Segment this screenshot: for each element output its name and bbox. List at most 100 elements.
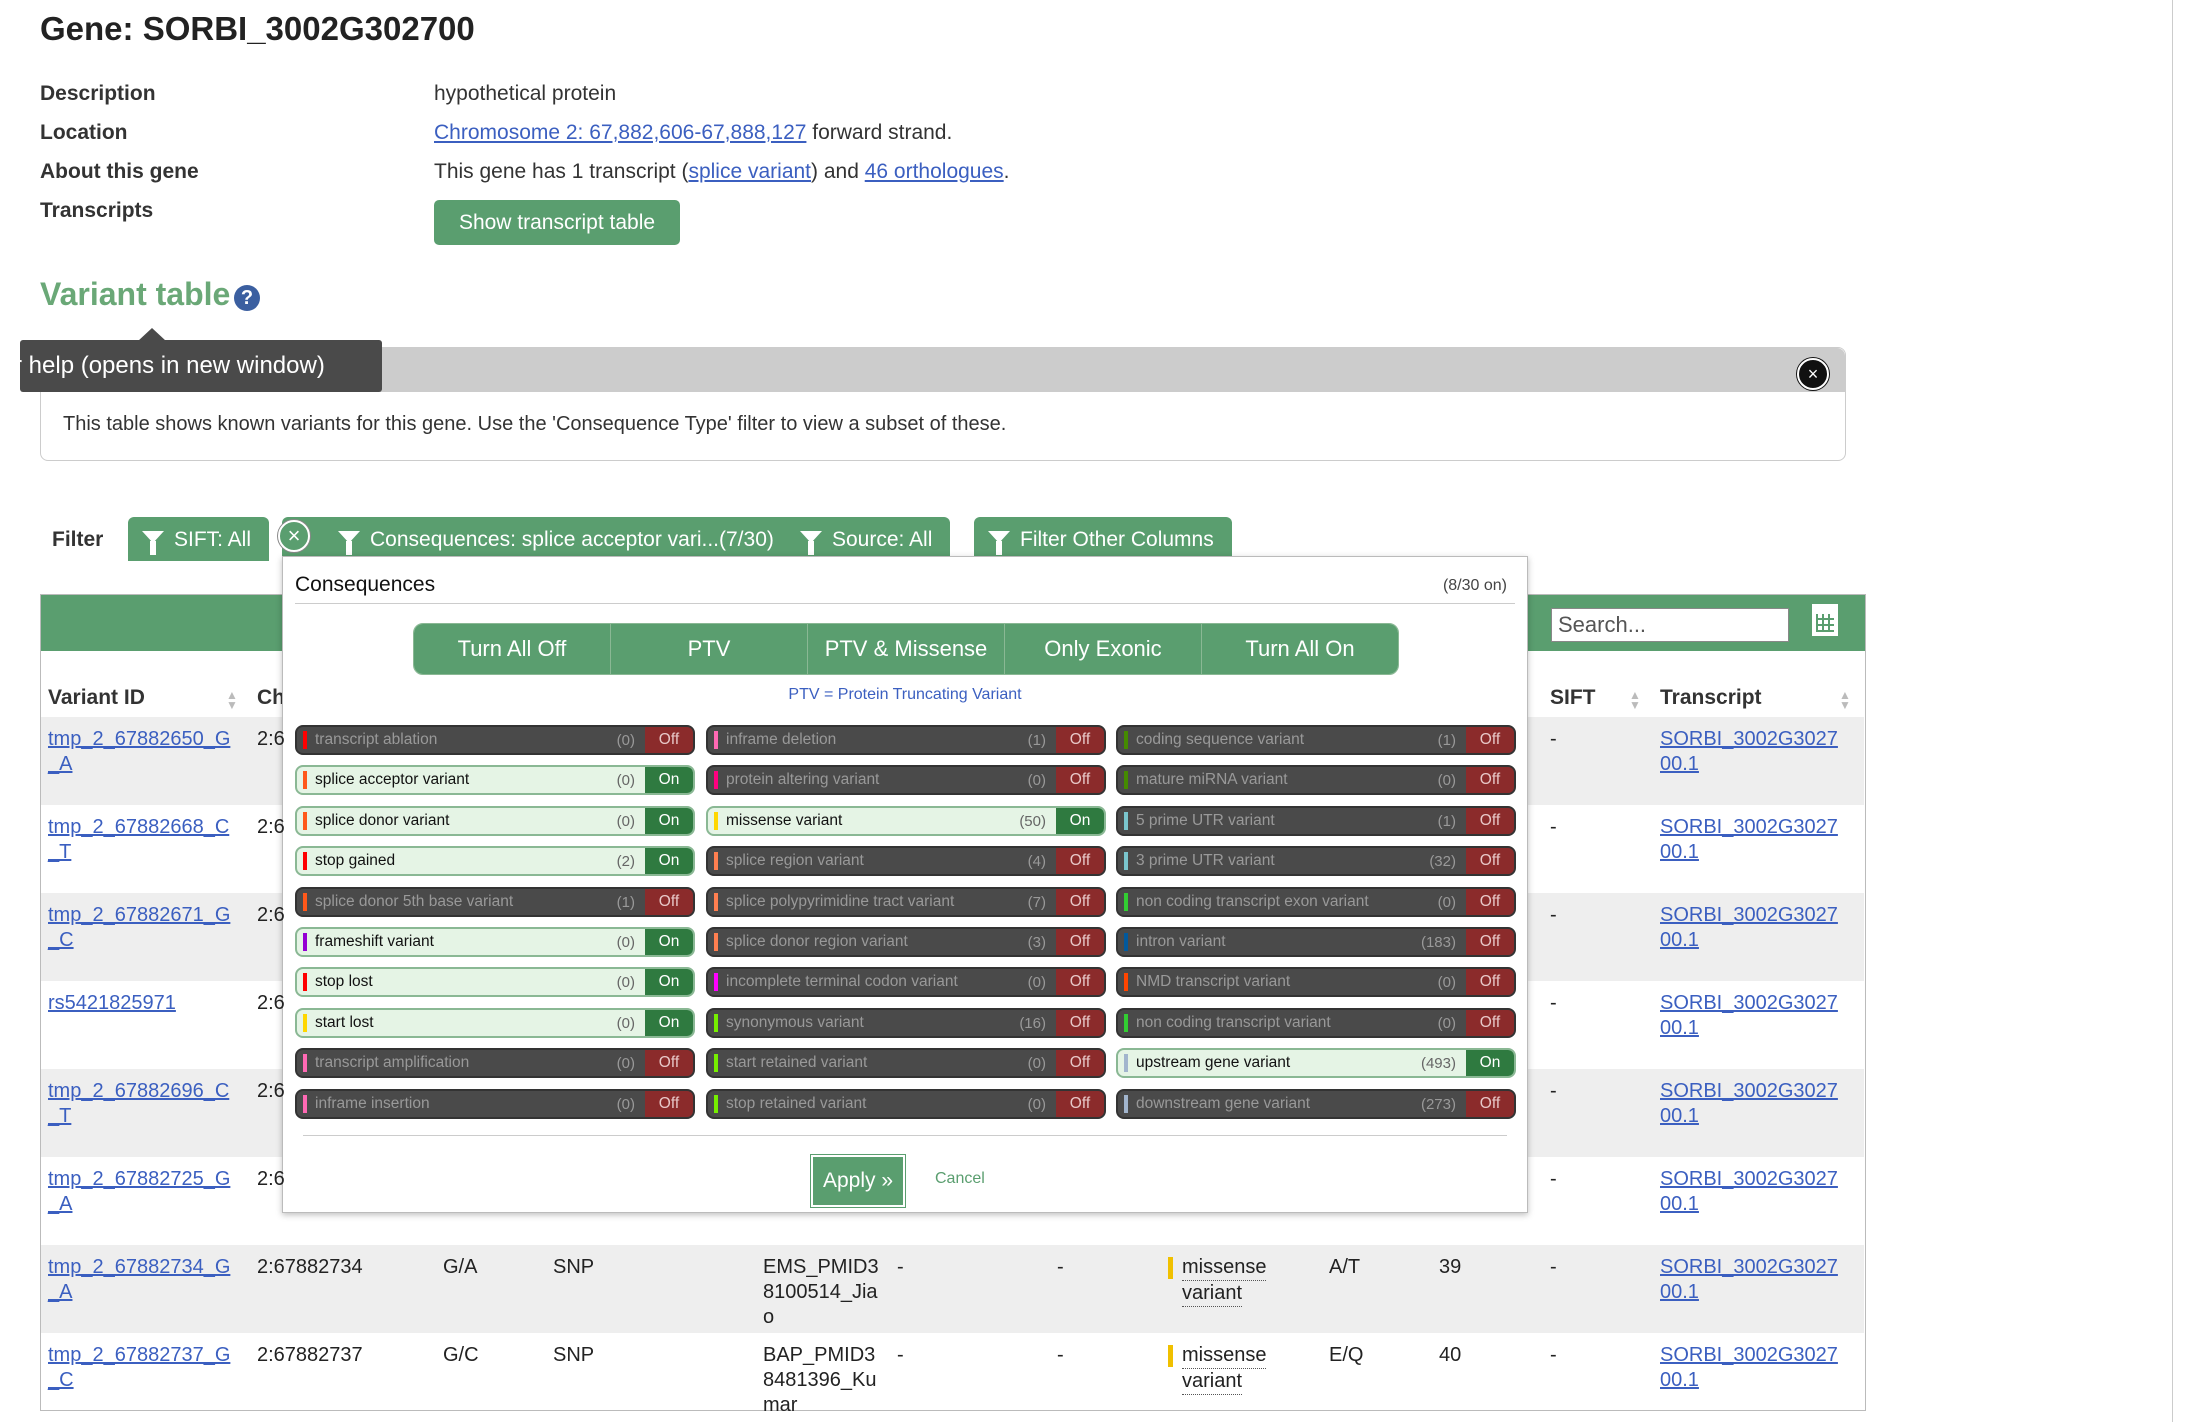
consequence-toggle[interactable]: stop retained variant (0) Off	[706, 1089, 1106, 1119]
variant-id-link-line[interactable]: tmp_2_67882725_G	[48, 1168, 231, 1190]
variant-id-link-line[interactable]: _A	[48, 1193, 73, 1215]
transcript-link-line[interactable]: SORBI_3002G3027	[1660, 1168, 1838, 1190]
toggle-state[interactable]: Off	[1466, 808, 1514, 834]
transcript-link-line[interactable]: 00.1	[1660, 841, 1699, 863]
transcript-link-line[interactable]: SORBI_3002G3027	[1660, 728, 1838, 750]
consequence-toggle[interactable]: splice donor variant (0) On	[295, 806, 695, 836]
sort-icon[interactable]: ▲ ▼	[226, 688, 238, 712]
toggle-state[interactable]: Off	[1056, 1050, 1104, 1076]
toggle-state[interactable]: On	[1466, 1050, 1514, 1076]
transcript-link-line[interactable]: 00.1	[1660, 1017, 1699, 1039]
toggle-state[interactable]: Off	[1466, 929, 1514, 955]
consequence-toggle[interactable]: inframe insertion (0) Off	[295, 1089, 695, 1119]
variant-id-link[interactable]: tmp_2_67882734_G _A	[48, 1255, 230, 1305]
close-icon[interactable]: ×	[1797, 358, 1829, 390]
consequence-toggle[interactable]: coding sequence variant (1) Off	[1116, 725, 1516, 755]
consequence-toggle[interactable]: splice acceptor variant (0) On	[295, 765, 695, 795]
transcript-link[interactable]: SORBI_3002G3027 00.1	[1660, 903, 1838, 953]
variant-id-link[interactable]: tmp_2_67882696_C _T	[48, 1079, 229, 1129]
variant-id-link[interactable]: tmp_2_67882650_G _A	[48, 727, 230, 777]
toggle-state[interactable]: Off	[1056, 969, 1104, 995]
consequence-toggle[interactable]: downstream gene variant (273) Off	[1116, 1089, 1516, 1119]
variant-id-link-line[interactable]: tmp_2_67882650_G	[48, 728, 231, 750]
variant-id-link-line[interactable]: rs5421825971	[48, 992, 176, 1014]
variant-id-link[interactable]: tmp_2_67882671_G _C	[48, 903, 230, 953]
consequence-toggle[interactable]: start retained variant (0) Off	[706, 1048, 1106, 1078]
column-header-transcript[interactable]: Transcript	[1660, 686, 1762, 709]
transcript-link[interactable]: SORBI_3002G3027 00.1	[1660, 815, 1838, 865]
orthologues-link[interactable]: 46 orthologues	[864, 160, 1004, 183]
consequence-toggle[interactable]: splice donor 5th base variant (1) Off	[295, 887, 695, 917]
transcript-link-line[interactable]: 00.1	[1660, 929, 1699, 951]
consequence-toggle[interactable]: splice polypyrimidine tract variant (7) Of…	[706, 887, 1106, 917]
toggle-state[interactable]: Off	[645, 889, 693, 915]
transcript-link[interactable]: SORBI_3002G3027 00.1	[1660, 1167, 1838, 1217]
variant-id-link[interactable]: tmp_2_67882725_G _A	[48, 1167, 230, 1217]
toggle-state[interactable]: Off	[645, 1091, 693, 1117]
turn-all-off-button[interactable]: Turn All Off	[414, 624, 611, 674]
toggle-state[interactable]: Off	[1056, 929, 1104, 955]
toggle-state[interactable]: Off	[1466, 889, 1514, 915]
column-header-variant-id[interactable]: Variant ID	[48, 686, 145, 709]
consequence-toggle[interactable]: 5 prime UTR variant (1) Off	[1116, 806, 1516, 836]
toggle-state[interactable]: Off	[1056, 889, 1104, 915]
consequence-toggle[interactable]: start lost (0) On	[295, 1008, 695, 1038]
toggle-state[interactable]: Off	[645, 727, 693, 753]
column-header-chr[interactable]: Ch	[257, 686, 285, 709]
variant-id-link-line[interactable]: _T	[48, 841, 72, 863]
transcript-link-line[interactable]: SORBI_3002G3027	[1660, 1344, 1838, 1366]
column-header-sift[interactable]: SIFT	[1550, 686, 1596, 709]
splice-variant-link[interactable]: splice variant	[688, 160, 812, 183]
other-columns-filter-button[interactable]: Filter Other Columns	[974, 517, 1232, 561]
consequence-toggle[interactable]: non coding transcript exon variant (0) Off	[1116, 887, 1516, 917]
ptv-missense-button[interactable]: PTV & Missense	[808, 624, 1005, 674]
toggle-state[interactable]: Off	[1466, 767, 1514, 793]
consequence-toggle[interactable]: upstream gene variant (493) On	[1116, 1048, 1516, 1078]
variant-id-link[interactable]: tmp_2_67882737_G _C	[48, 1343, 230, 1393]
consequence-toggle[interactable]: missense variant (50) On	[706, 806, 1106, 836]
consequence-toggle[interactable]: frameshift variant (0) On	[295, 927, 695, 957]
transcript-link-line[interactable]: SORBI_3002G3027	[1660, 1256, 1838, 1278]
transcript-link-line[interactable]: 00.1	[1660, 1369, 1699, 1391]
help-icon[interactable]: ?	[234, 285, 260, 311]
toggle-state[interactable]: Off	[1056, 727, 1104, 753]
consequence-toggle[interactable]: transcript ablation (0) Off	[295, 725, 695, 755]
consequence-toggle[interactable]: splice region variant (4) Off	[706, 846, 1106, 876]
toggle-state[interactable]: On	[645, 969, 693, 995]
variant-id-link[interactable]: tmp_2_67882668_C _T	[48, 815, 229, 865]
sort-icon[interactable]: ▲ ▼	[1839, 688, 1851, 712]
transcript-link[interactable]: SORBI_3002G3027 00.1	[1660, 1343, 1838, 1393]
consequence-toggle[interactable]: non coding transcript variant (0) Off	[1116, 1008, 1516, 1038]
sift-filter-button[interactable]: SIFT: All	[128, 517, 270, 561]
transcript-link-line[interactable]: SORBI_3002G3027	[1660, 904, 1838, 926]
consequence-toggle[interactable]: incomplete terminal codon variant (0) Off	[706, 967, 1106, 997]
toggle-state[interactable]: On	[645, 1010, 693, 1036]
consequences-filter-button[interactable]: Consequences: splice acceptor vari...(7/…	[282, 517, 799, 561]
transcript-link[interactable]: SORBI_3002G3027 00.1	[1660, 1079, 1838, 1129]
turn-all-on-button[interactable]: Turn All On	[1202, 624, 1398, 674]
toggle-state[interactable]: Off	[1056, 1010, 1104, 1036]
source-filter-button[interactable]: Source: All	[786, 517, 951, 561]
variant-id-link-line[interactable]: tmp_2_67882734_G	[48, 1256, 231, 1278]
transcript-link-line[interactable]: SORBI_3002G3027	[1660, 992, 1838, 1014]
variant-id-link-line[interactable]: _C	[48, 1369, 74, 1391]
toggle-state[interactable]: Off	[645, 1050, 693, 1076]
variant-id-link-line[interactable]: tmp_2_67882696_C	[48, 1080, 230, 1102]
toggle-state[interactable]: On	[645, 808, 693, 834]
toggle-state[interactable]: Off	[1056, 1091, 1104, 1117]
cancel-link[interactable]: Cancel	[935, 1170, 985, 1187]
sort-icon[interactable]: ▲ ▼	[1629, 688, 1641, 712]
toggle-state[interactable]: Off	[1466, 1091, 1514, 1117]
toggle-state[interactable]: Off	[1466, 1010, 1514, 1036]
search-input[interactable]: Search...	[1551, 608, 1789, 642]
consequence-toggle[interactable]: stop lost (0) On	[295, 967, 695, 997]
only-exonic-button[interactable]: Only Exonic	[1005, 624, 1202, 674]
consequence-toggle[interactable]: splice donor region variant (3) Off	[706, 927, 1106, 957]
transcript-link[interactable]: SORBI_3002G3027 00.1	[1660, 727, 1838, 777]
toggle-state[interactable]: On	[645, 929, 693, 955]
transcript-link-line[interactable]: SORBI_3002G3027	[1660, 816, 1838, 838]
toggle-state[interactable]: On	[645, 767, 693, 793]
transcript-link-line[interactable]: 00.1	[1660, 1281, 1699, 1303]
consequence-toggle[interactable]: synonymous variant (16) Off	[706, 1008, 1106, 1038]
toggle-state[interactable]: Off	[1466, 727, 1514, 753]
